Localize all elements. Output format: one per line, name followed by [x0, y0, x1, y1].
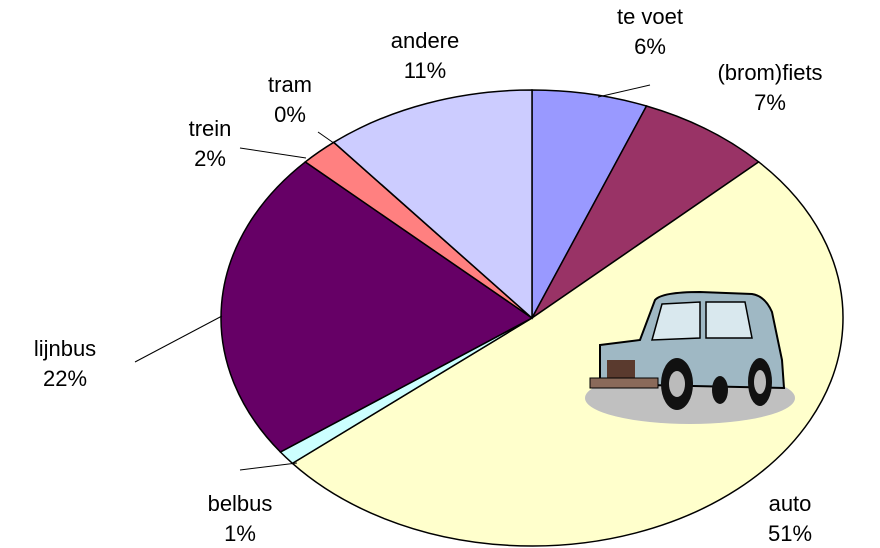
slice-value-label: 51%	[768, 521, 812, 546]
slice-label: belbus	[208, 491, 273, 516]
leader-line	[318, 132, 338, 146]
slice-label: andere	[391, 28, 460, 53]
chart: te voet 6% (brom)fiets 7% auto 51% belbus 1% lij…	[0, 0, 880, 548]
slice-value-label: 6%	[634, 34, 666, 59]
slice-value-label: 7%	[754, 90, 786, 115]
slice-value-label: 2%	[194, 146, 226, 171]
slice-label: trein	[189, 116, 232, 141]
slice-label: lijnbus	[34, 336, 96, 361]
slice-value-label: 1%	[224, 521, 256, 546]
slice-label: te voet	[617, 4, 683, 29]
leader-line	[240, 463, 297, 470]
slice-label: (brom)fiets	[717, 60, 822, 85]
leader-line	[135, 316, 222, 362]
slice-value-label: 22%	[43, 366, 87, 391]
slice-value-label: 11%	[404, 58, 446, 83]
slice-value-label: 0%	[274, 102, 306, 127]
slice-label: tram	[268, 72, 312, 97]
slice-label: auto	[769, 491, 812, 516]
leader-line	[240, 148, 306, 158]
leader-line	[598, 85, 650, 97]
